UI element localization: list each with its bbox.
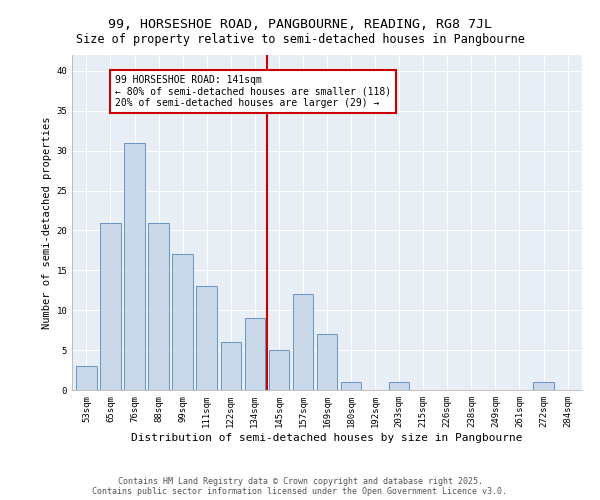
Bar — [245, 318, 265, 390]
Bar — [341, 382, 361, 390]
Bar — [293, 294, 313, 390]
Bar — [100, 222, 121, 390]
Bar — [196, 286, 217, 390]
Text: 99, HORSESHOE ROAD, PANGBOURNE, READING, RG8 7JL: 99, HORSESHOE ROAD, PANGBOURNE, READING,… — [108, 18, 492, 30]
Text: 99 HORSESHOE ROAD: 141sqm
← 80% of semi-detached houses are smaller (118)
20% of: 99 HORSESHOE ROAD: 141sqm ← 80% of semi-… — [115, 75, 391, 108]
Bar — [533, 382, 554, 390]
Bar — [269, 350, 289, 390]
Bar — [389, 382, 409, 390]
Y-axis label: Number of semi-detached properties: Number of semi-detached properties — [42, 116, 52, 329]
Bar — [148, 222, 169, 390]
X-axis label: Distribution of semi-detached houses by size in Pangbourne: Distribution of semi-detached houses by … — [131, 432, 523, 442]
Bar — [172, 254, 193, 390]
Bar — [124, 142, 145, 390]
Bar — [76, 366, 97, 390]
Text: Contains HM Land Registry data © Crown copyright and database right 2025.
Contai: Contains HM Land Registry data © Crown c… — [92, 476, 508, 496]
Bar — [317, 334, 337, 390]
Bar — [221, 342, 241, 390]
Text: Size of property relative to semi-detached houses in Pangbourne: Size of property relative to semi-detach… — [76, 32, 524, 46]
